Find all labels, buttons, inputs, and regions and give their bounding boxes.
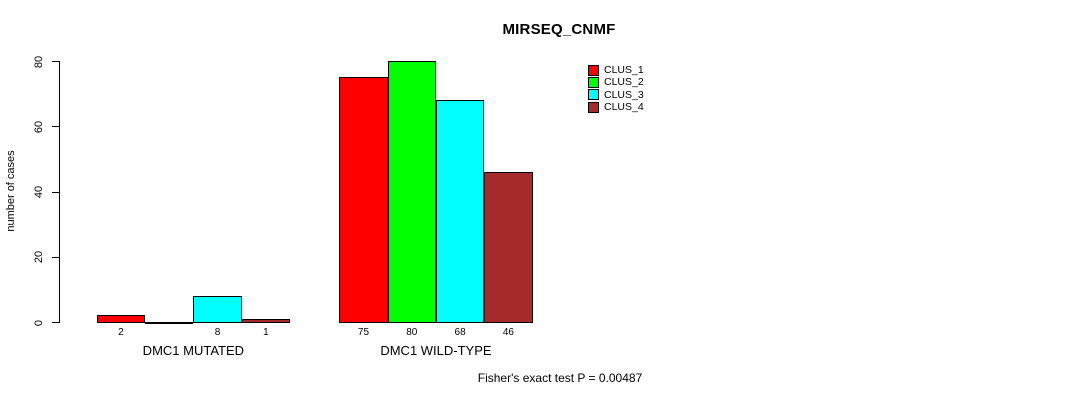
legend-item-clus_3: CLUS_3: [588, 89, 644, 101]
y-tick-label: 80: [33, 55, 45, 68]
group-label-1: DMC1 MUTATED: [142, 343, 245, 358]
bar-value-label: 75: [357, 327, 370, 338]
bar-clus_4-1: [241, 319, 291, 323]
bar-value-label: 1: [263, 327, 269, 338]
y-tick-mark: [52, 256, 59, 258]
y-tick-label: 60: [33, 120, 45, 133]
bar-clus_4-2: [484, 172, 533, 323]
legend-swatch-icon: [588, 101, 599, 113]
footnote-text: Fisher's exact test P = 0.00487: [477, 371, 643, 385]
legend-item-clus_2: CLUS_2: [588, 76, 644, 88]
y-tick-mark: [52, 322, 59, 323]
bar-clus_2-2: [387, 61, 436, 323]
bar-value-label: 8: [214, 327, 221, 338]
legend-item-clus_4: CLUS_4: [588, 101, 644, 113]
y-tick-mark: [52, 61, 59, 62]
legend-swatch-icon: [588, 89, 599, 101]
legend-label: CLUS_3: [604, 88, 644, 101]
bar-value-label: 2: [118, 327, 124, 338]
y-axis-label: number of cases: [5, 150, 17, 232]
bar-clus_3-1: [193, 296, 242, 323]
bar-value-label: 80: [406, 327, 418, 338]
group-label-2: DMC1 WILD-TYPE: [380, 343, 492, 358]
bar-clus_3-2: [435, 100, 485, 323]
bar-clus_2-1: [145, 322, 194, 324]
chart-title: MIRSEQ_CNMF: [502, 21, 616, 38]
y-axis-line: [59, 61, 60, 323]
legend-label: CLUS_1: [604, 64, 644, 77]
y-tick-label: 0: [33, 319, 45, 326]
y-tick-mark: [52, 126, 59, 128]
legend-label: CLUS_2: [604, 76, 644, 89]
bar-clus_1-1: [96, 315, 146, 323]
bar-value-label: 68: [454, 327, 466, 338]
legend-item-clus_1: CLUS_1: [588, 64, 644, 76]
y-tick-label: 40: [33, 185, 45, 199]
bar-value-label: 46: [502, 327, 514, 338]
legend-label: CLUS_4: [604, 101, 644, 114]
y-tick-mark: [52, 191, 59, 193]
legend-swatch-icon: [588, 76, 599, 88]
y-tick-label: 20: [33, 251, 45, 264]
bar-clus_1-2: [339, 77, 388, 323]
legend-swatch-icon: [588, 64, 599, 76]
legend: CLUS_1 CLUS_2 CLUS_3 CLUS_4: [588, 64, 644, 113]
